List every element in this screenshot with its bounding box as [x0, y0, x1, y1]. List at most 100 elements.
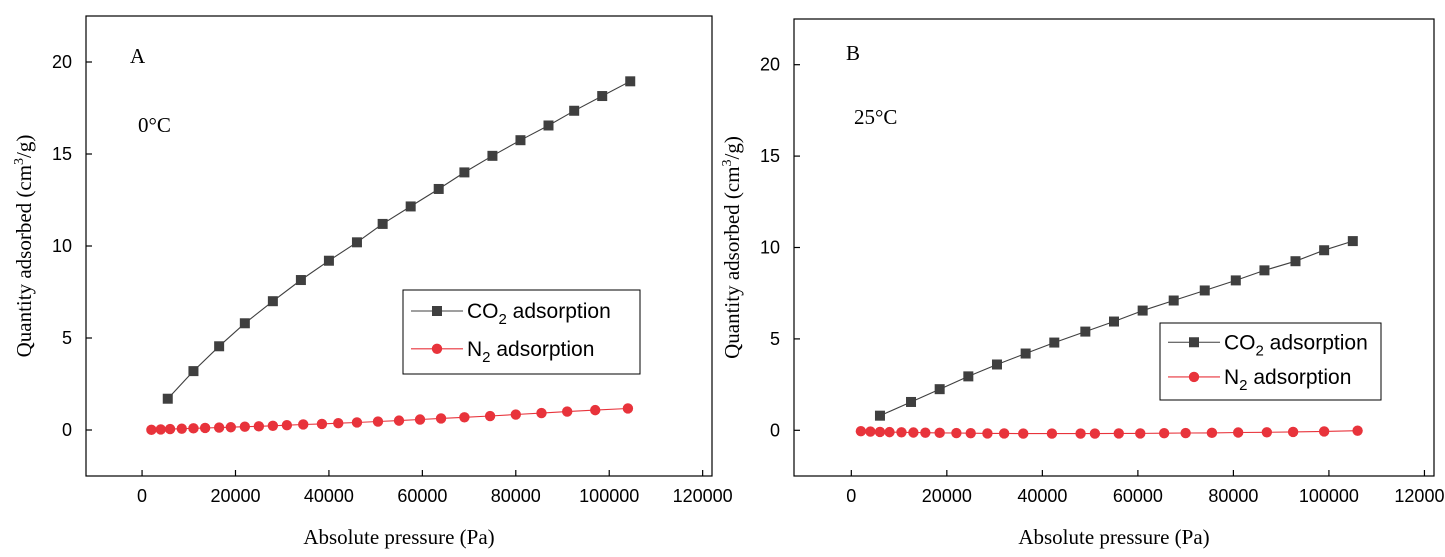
data-point-circle	[316, 418, 328, 430]
y-tick-label: 0	[62, 420, 72, 440]
data-point-square	[239, 318, 250, 329]
data-point-circle	[1135, 428, 1146, 439]
panel-label: B	[846, 41, 860, 65]
legend-label-main: N	[1224, 366, 1239, 389]
legend-marker-square	[432, 306, 442, 316]
x-tick-label: 100000	[1299, 486, 1359, 506]
x-tick-label: 60000	[1113, 486, 1163, 506]
x-tick-label: 80000	[1208, 486, 1258, 506]
legend-item-n2: N2 adsorption	[1168, 366, 1351, 394]
data-point-circle	[896, 427, 907, 438]
data-point-square	[1080, 326, 1091, 337]
legend-label: N2 adsorption	[1224, 366, 1351, 394]
data-point-square	[1168, 295, 1179, 306]
legend: CO2 adsorption N2 adsorption	[402, 289, 641, 375]
data-point-square	[1230, 275, 1241, 286]
temperature-annotation: 0°C	[138, 113, 171, 137]
data-point-circle	[1261, 427, 1273, 438]
x-tick-label: 20000	[210, 486, 260, 506]
y-axis-title-main: Quantity adsorbed (cm	[12, 165, 36, 357]
data-point-circle	[188, 423, 199, 434]
data-point-square	[295, 275, 306, 286]
x-axis-title: Absolute pressure (Pa)	[1018, 525, 1209, 549]
legend-label-sub: 2	[1239, 377, 1247, 394]
data-point-circle	[1113, 428, 1124, 439]
legend-box	[402, 289, 641, 375]
data-point-circle	[590, 404, 601, 416]
data-point-circle	[1287, 426, 1299, 438]
data-point-square	[991, 359, 1002, 370]
y-axis-title-main: Quantity adsorbed (cm	[720, 166, 744, 358]
data-point-square	[1319, 245, 1330, 256]
data-point-square	[1290, 256, 1301, 267]
data-point-circle	[372, 416, 384, 427]
y-axis-title-tail: /g)	[12, 135, 36, 158]
data-point-circle	[393, 415, 405, 426]
y-tick-label: 5	[770, 329, 780, 349]
legend-label-sub: 2	[482, 349, 490, 366]
legend-label-main: N	[467, 338, 482, 361]
data-point-circle	[908, 427, 919, 438]
y-axis-title-tail: /g)	[720, 136, 744, 159]
y-tick-label: 15	[52, 144, 72, 164]
y-axis-title: Quantity adsorbed (cm3/g)	[12, 135, 36, 358]
data-point-circle	[855, 426, 867, 437]
x-tick-label: 80000	[491, 486, 541, 506]
data-point-circle	[1232, 427, 1244, 438]
data-point-circle	[213, 422, 225, 433]
legend-label-tail: adsorption	[1248, 366, 1352, 389]
data-point-square	[323, 255, 334, 266]
data-point-circle	[155, 424, 166, 435]
data-point-circle	[253, 421, 265, 432]
x-tick-label: 60000	[397, 486, 447, 506]
data-point-square	[625, 76, 636, 87]
data-point-square	[162, 393, 173, 404]
data-point-square	[377, 218, 388, 229]
data-point-square	[351, 237, 362, 248]
data-point-circle	[1158, 428, 1170, 439]
x-tick-label: 20000	[922, 486, 972, 506]
series-n2	[146, 403, 634, 436]
y-tick-label: 20	[760, 55, 780, 75]
series-co2	[874, 236, 1358, 421]
data-point-square	[906, 396, 917, 407]
data-point-circle	[298, 419, 309, 430]
data-point-circle	[865, 426, 876, 437]
series-co2	[162, 76, 636, 404]
data-point-circle	[239, 421, 251, 432]
legend-marker-circle	[431, 343, 443, 354]
x-tick-label: 100000	[579, 486, 639, 506]
data-point-circle	[965, 428, 976, 439]
data-point-square	[597, 91, 608, 102]
data-point-square	[543, 120, 554, 131]
y-axis-title-sup: 3	[12, 158, 27, 165]
data-point-circle	[1075, 428, 1086, 439]
data-point-square	[433, 183, 444, 194]
data-point-square	[1347, 236, 1358, 247]
data-point-circle	[1089, 428, 1101, 439]
data-point-circle	[884, 426, 895, 438]
legend-item-co2: CO2 adsorption	[411, 300, 611, 328]
data-point-square	[1020, 348, 1031, 359]
data-point-circle	[1180, 427, 1191, 439]
x-axis-title: Absolute pressure (Pa)	[303, 525, 494, 549]
chart-panel-b: 0 20000 40000 60000 80000 100000 120000 0 5 10 15 2…	[720, 18, 1445, 549]
data-point-square	[1109, 316, 1119, 327]
data-point-circle	[1352, 425, 1363, 436]
legend-item-n2: N2 adsorption	[411, 338, 594, 366]
y-tick-label: 10	[760, 238, 780, 258]
plot-frame	[85, 15, 713, 477]
data-point-circle	[998, 428, 1010, 439]
legend-label: CO2 adsorption	[467, 300, 611, 328]
data-point-square	[214, 341, 225, 352]
data-point-circle	[982, 428, 993, 439]
data-point-square	[405, 201, 416, 212]
data-point-circle	[484, 410, 496, 422]
data-point-square	[515, 135, 526, 146]
y-tick-label: 20	[52, 52, 72, 72]
x-tick-label: 120000	[1394, 486, 1445, 506]
data-point-circle	[281, 420, 293, 431]
y-axis-title: Quantity adsorbed (cm3/g)	[720, 136, 744, 359]
